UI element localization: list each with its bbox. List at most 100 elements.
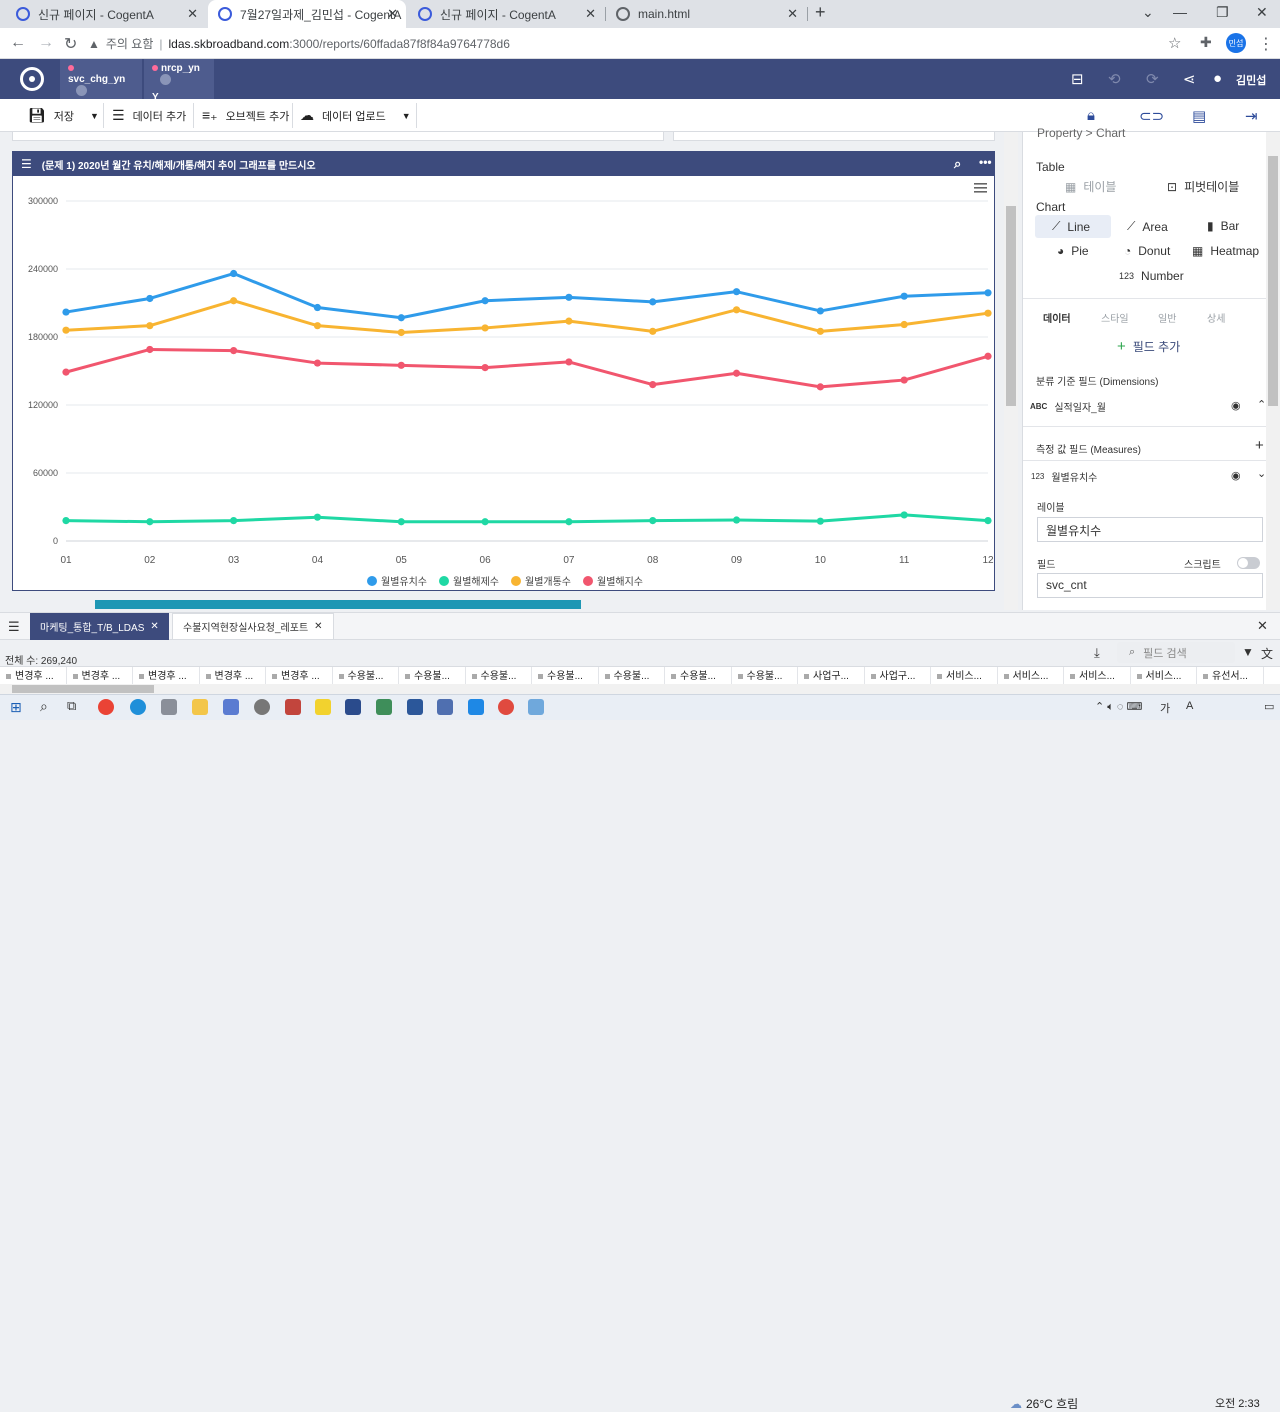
chart-type-pie[interactable]: ◕ Pie [1057,244,1089,258]
more-icon[interactable]: ••• [979,155,992,169]
grid-column-header[interactable]: 사업구... [798,667,865,684]
grid-column-header[interactable]: 서비스... [931,667,998,684]
bookmark-star-icon[interactable]: ☆ [1168,35,1182,52]
grid-column-header[interactable]: 유선서... [1197,667,1264,684]
data-point[interactable] [900,292,908,300]
data-point[interactable] [565,358,573,366]
subtab-data[interactable]: 데이터 [1043,314,1071,325]
ime-icon[interactable]: 가 [1160,703,1171,715]
legend-item[interactable]: 월별해지수 [583,575,643,588]
grid-column-header[interactable]: 수용불... [466,667,532,684]
data-point[interactable] [146,322,154,330]
data-point[interactable] [146,345,154,354]
chevron-up-icon[interactable]: ⌃ [1257,399,1267,411]
minimize-icon[interactable]: — [1173,4,1187,20]
remove-filter-icon[interactable] [160,74,171,85]
data-point[interactable] [62,326,70,334]
chart-type-number[interactable]: 123 Number [1119,269,1184,283]
data-point[interactable] [230,347,238,355]
data-point[interactable] [397,361,405,369]
user-icon[interactable]: ● [1213,70,1223,87]
translate-icon[interactable]: 文 [1261,647,1274,661]
grid-column-header[interactable]: 수용불... [399,667,466,684]
data-point[interactable] [230,297,238,305]
browser-tab-active[interactable]: 7월27일과제_김민섭 - CogentA ✕ [208,0,406,28]
clock[interactable]: 오전 2:33 [1215,1398,1260,1410]
file-explorer-icon[interactable] [192,699,208,715]
data-point[interactable] [146,518,154,526]
close-sheet-icon[interactable]: ✕ [150,621,159,632]
data-point[interactable] [732,516,741,524]
dimension-field-item[interactable]: ABC 실적일자_월 [1030,399,1106,414]
grid-column-header[interactable]: 수용불... [732,667,798,684]
new-tab-icon[interactable]: + [815,2,826,22]
chevron-down-icon[interactable]: ⌄ [1257,468,1267,480]
browser-menu-icon[interactable]: ⋮ [1258,36,1274,53]
data-point[interactable] [313,513,322,521]
app-icon[interactable] [528,699,544,715]
app-icon[interactable] [376,699,392,715]
download-icon[interactable]: ⤓ [1094,645,1100,660]
url-omnibox[interactable]: ▲ 주의 요함 | ldas.skbroadband.com :3000/rep… [88,31,1196,56]
app-icon[interactable] [285,699,301,715]
data-point[interactable] [984,517,992,525]
grid-column-header[interactable]: 수용불... [599,667,665,684]
close-tab-icon[interactable]: ✕ [585,6,596,21]
data-point[interactable] [649,517,657,525]
data-point[interactable] [816,327,824,335]
pivot-table-option[interactable]: ⊡ 피벗테이블 [1167,178,1239,195]
close-tab-icon[interactable]: ✕ [387,6,398,21]
upload-data-button[interactable]: ☁ 데이터 업로드 ▼ [300,99,411,132]
script-toggle[interactable] [1237,557,1260,569]
data-point[interactable] [565,518,573,526]
data-point[interactable] [313,303,322,312]
windows-start-icon[interactable]: ⊞ [10,699,22,715]
data-point[interactable] [62,308,70,316]
cogenta-logo-icon[interactable] [20,67,44,91]
data-point[interactable] [984,352,992,360]
data-point[interactable] [397,518,405,526]
language-indicator[interactable]: A [1186,700,1194,712]
close-panel-icon[interactable]: ✕ [1257,618,1268,633]
task-view-icon[interactable]: ⧉ [67,698,77,713]
browser-tab[interactable]: 신규 페이지 - CogentA ✕ [408,0,604,28]
powershell-icon[interactable] [345,699,361,715]
chrome-icon[interactable] [98,699,114,715]
label-input[interactable]: 월별유치수 [1037,517,1263,542]
remove-filter-icon[interactable] [76,85,87,96]
tray-icons[interactable]: ⌃ 🔈︎ ◌ ⌨ [1095,701,1143,713]
weather-widget[interactable]: ☁ 26°C 흐림 [1010,1395,1078,1412]
subtab-style[interactable]: 스타일 [1101,314,1129,325]
data-point[interactable] [900,376,908,384]
search-icon[interactable]: ⌕ [40,698,48,714]
property-panel-scrollbar[interactable] [1266,132,1280,610]
filter-funnel-icon[interactable]: ▼ [1242,645,1254,659]
data-point[interactable] [816,517,824,525]
grid-horizontal-scrollbar[interactable] [0,684,1280,694]
chart-type-heatmap[interactable]: ▦ Heatmap [1192,244,1259,258]
grid-column-header[interactable]: 서비스... [998,667,1064,684]
filter-chip-nrcp-yn[interactable]: nrcp_yn Y [144,59,214,103]
grid-column-header[interactable]: 사업구... [865,667,931,684]
grid-column-header[interactable]: 서비스... [1131,667,1197,684]
app-icon[interactable] [437,699,453,715]
data-point[interactable] [397,314,405,322]
legend-item[interactable]: 월별유치수 [367,576,427,588]
add-field-button[interactable]: + 필드 추가 [1117,338,1180,355]
caret-down-icon[interactable]: ▼ [90,110,99,121]
close-sheet-icon[interactable]: ✕ [314,621,323,632]
filter-chip-svc-chg-yn[interactable]: svc_chg_yn N [60,59,142,114]
grid-column-header[interactable]: 수용불... [333,667,399,684]
settings-icon[interactable] [161,699,177,715]
eye-icon[interactable]: ◉ [1231,400,1241,412]
close-window-icon[interactable]: ✕ [1256,4,1268,20]
forward-icon[interactable]: → [38,34,54,51]
sheet-tab[interactable]: 마케팅_통합_T/B_LDAS ✕ [30,613,169,640]
grid-column-header[interactable]: 변경후 ... [133,667,200,684]
save-button[interactable]: 💾︎ 저장 ▼ [28,99,99,132]
maximize-icon[interactable]: ❐ [1216,4,1229,20]
tab-search-icon[interactable]: ⌄ [1142,4,1154,20]
chart-type-area[interactable]: ⟋ Area [1127,219,1168,234]
app-icon[interactable] [223,699,239,715]
search-icon[interactable]: ⌕ [954,156,962,171]
